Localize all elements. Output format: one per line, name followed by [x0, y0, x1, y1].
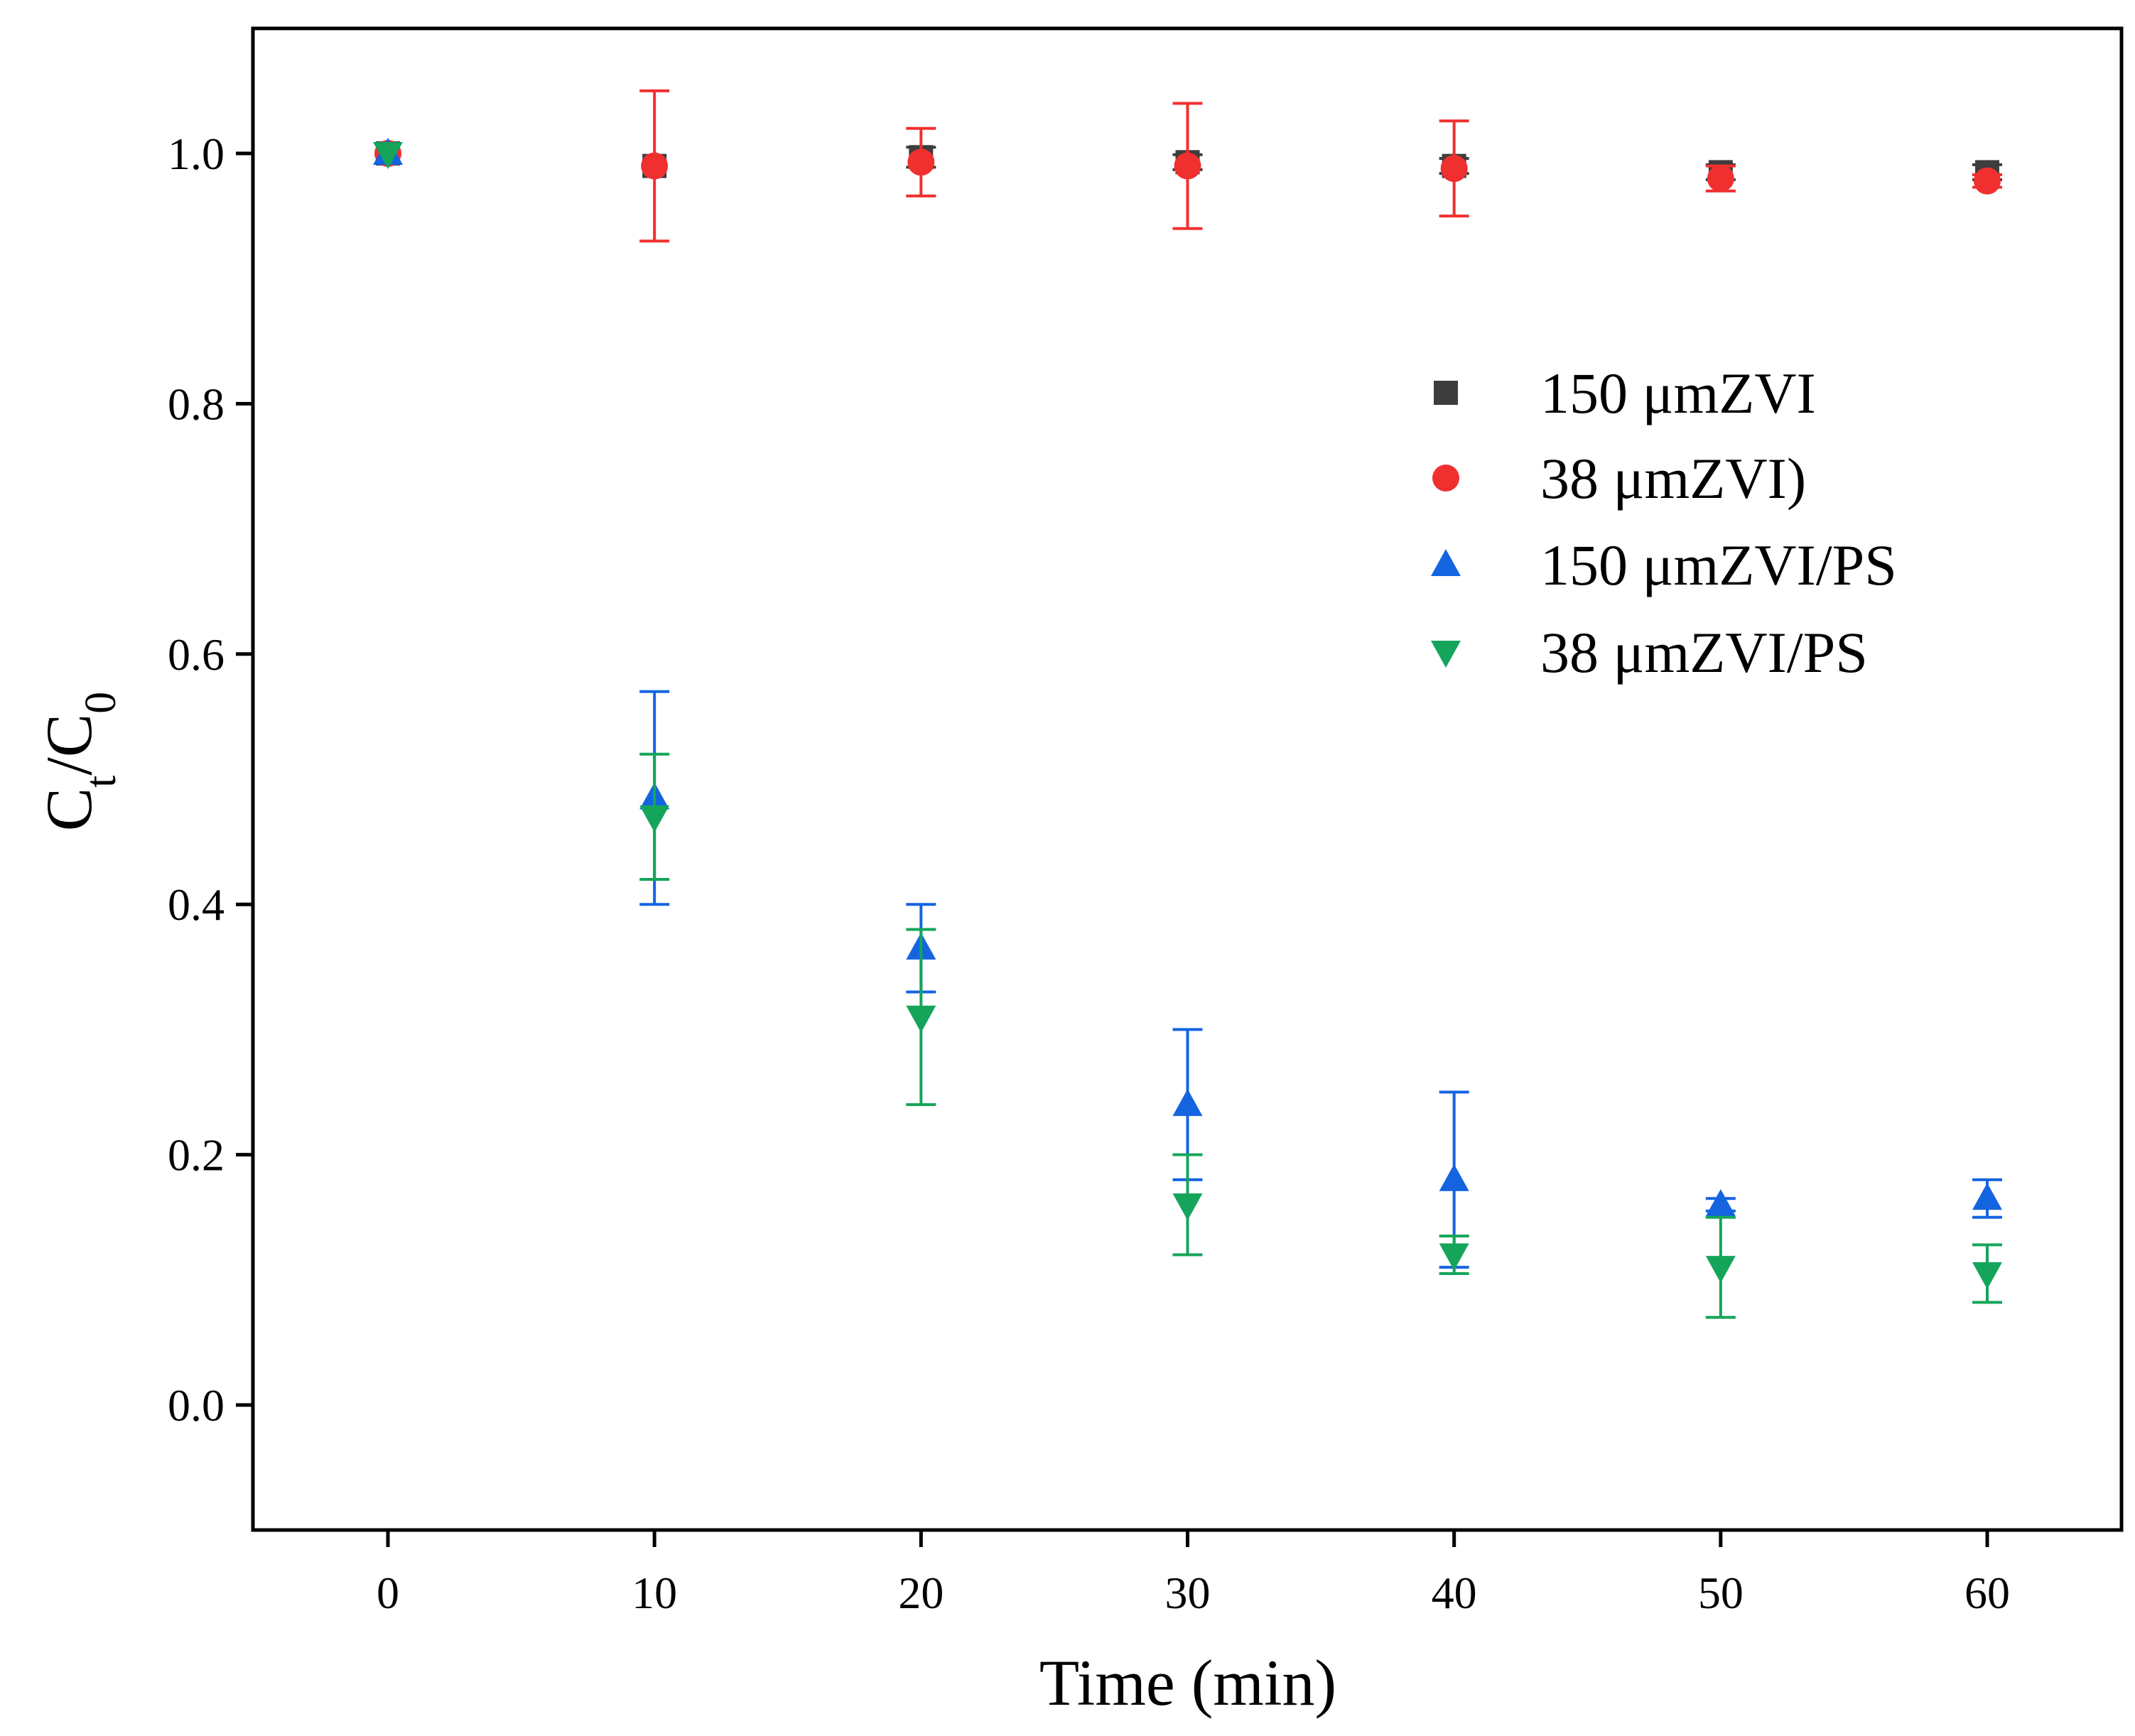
legend-item-38-umzvi: 38 μmZVI): [1432, 446, 1806, 511]
y-tick-label: 0.0: [168, 1380, 225, 1431]
legend-label: 38 μmZVI/PS: [1540, 620, 1868, 685]
data-point: [1705, 1256, 1736, 1284]
series-38-umzvi: [374, 89, 2002, 243]
x-tick-label: 60: [1964, 1568, 2010, 1618]
data-point: [641, 152, 669, 180]
y-tick-label: 0.4: [168, 879, 225, 930]
data-point: [1974, 167, 2001, 195]
legend-item-150-umzvi-ps: 150 μmZVI/PS: [1431, 533, 1897, 597]
x-tick-label: 0: [377, 1568, 399, 1618]
series-150-umzvi-ps: [373, 138, 2002, 1269]
legend-marker: [1431, 549, 1461, 576]
data-point: [639, 805, 670, 832]
x-tick-label: 40: [1432, 1568, 1477, 1618]
y-axis: 0.0 0.2 0.4 0.6 0.8 1.0: [168, 129, 253, 1431]
data-point: [1440, 155, 1468, 183]
legend-label: 38 μmZVI): [1540, 446, 1806, 511]
data-point: [1972, 1183, 2002, 1210]
series-38-umzvi-ps: [373, 142, 2002, 1319]
x-tick-label: 50: [1698, 1568, 1744, 1618]
legend-marker: [1432, 465, 1459, 492]
legend-label: 150 μmZVI/PS: [1540, 533, 1897, 597]
data-point: [1439, 1243, 1469, 1271]
y-tick-label: 0.6: [168, 629, 225, 680]
y-tick-label: 0.2: [168, 1130, 225, 1181]
data-point: [1439, 1163, 1469, 1191]
x-tick-label: 30: [1165, 1568, 1211, 1618]
plot-area: [251, 26, 2124, 1532]
data-point: [1705, 1189, 1736, 1217]
x-axis: 0 10 20 30 40 50 60: [377, 1530, 2010, 1618]
data-point: [907, 148, 935, 176]
plot-frame: [251, 26, 2124, 1532]
data-point: [373, 142, 403, 169]
x-tick-label: 10: [632, 1568, 677, 1618]
x-tick-label: 20: [898, 1568, 944, 1618]
x-axis-title: Time (min): [1039, 1647, 1336, 1719]
legend-label: 150 μmZVI: [1540, 361, 1816, 425]
data-point: [906, 1005, 936, 1033]
data-point: [1707, 165, 1734, 192]
legend-marker: [1431, 641, 1461, 668]
y-axis-title: Ct/C0: [33, 692, 125, 832]
legend-marker: [1434, 381, 1458, 405]
data-point: [1972, 1262, 2002, 1289]
legend: 150 μmZVI 38 μmZVI) 150 μmZVI/PS 38 μmZVI/P…: [1431, 361, 1897, 685]
data-point: [1172, 1089, 1203, 1117]
legend-item-38-umzvi-ps: 38 μmZVI/PS: [1431, 620, 1868, 685]
data-point: [1174, 152, 1201, 180]
y-tick-label: 1.0: [168, 129, 225, 179]
y-tick-label: 0.8: [168, 379, 225, 429]
data-point: [1172, 1193, 1203, 1221]
legend-item-150-umzvi: 150 μmZVI: [1434, 361, 1816, 425]
